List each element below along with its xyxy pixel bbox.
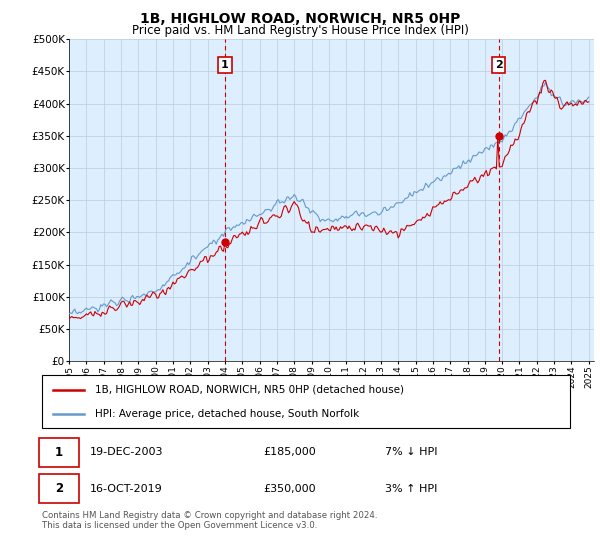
Text: 16-OCT-2019: 16-OCT-2019 xyxy=(89,484,162,493)
Text: 1B, HIGHLOW ROAD, NORWICH, NR5 0HP (detached house): 1B, HIGHLOW ROAD, NORWICH, NR5 0HP (deta… xyxy=(95,385,404,395)
FancyBboxPatch shape xyxy=(40,474,79,503)
Text: 1: 1 xyxy=(221,60,229,70)
Text: 7% ↓ HPI: 7% ↓ HPI xyxy=(385,447,438,457)
FancyBboxPatch shape xyxy=(40,438,79,467)
Text: 1B, HIGHLOW ROAD, NORWICH, NR5 0HP: 1B, HIGHLOW ROAD, NORWICH, NR5 0HP xyxy=(140,12,460,26)
Text: HPI: Average price, detached house, South Norfolk: HPI: Average price, detached house, Sout… xyxy=(95,409,359,419)
Text: 1: 1 xyxy=(55,446,63,459)
Text: £350,000: £350,000 xyxy=(264,484,316,493)
Text: 3% ↑ HPI: 3% ↑ HPI xyxy=(385,484,437,493)
Text: Price paid vs. HM Land Registry's House Price Index (HPI): Price paid vs. HM Land Registry's House … xyxy=(131,24,469,36)
FancyBboxPatch shape xyxy=(42,375,570,428)
Text: Contains HM Land Registry data © Crown copyright and database right 2024.
This d: Contains HM Land Registry data © Crown c… xyxy=(42,511,377,530)
Text: 19-DEC-2003: 19-DEC-2003 xyxy=(89,447,163,457)
Text: 2: 2 xyxy=(55,482,63,495)
Text: £185,000: £185,000 xyxy=(264,447,317,457)
Text: 2: 2 xyxy=(494,60,502,70)
